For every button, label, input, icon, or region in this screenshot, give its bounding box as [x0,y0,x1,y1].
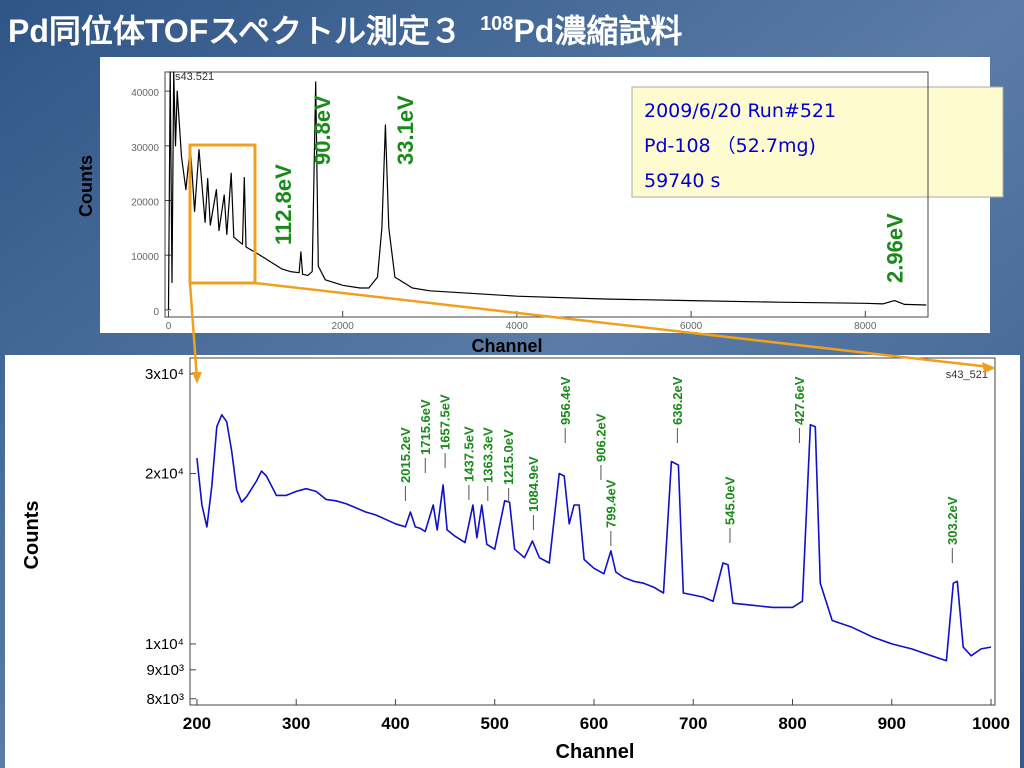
y-tick-label: 10000 [131,252,159,263]
peak-annotation: 1363.3eV [480,427,495,483]
info-text: 2009/6/20 Run#521 [644,100,836,122]
info-text: 59740 s [644,170,720,192]
zoom-box [188,143,257,285]
y-tick-label: 8x10³ [146,691,184,708]
y-tick-label: 40000 [131,88,159,99]
x-tick-label: 800 [778,714,806,733]
zoom-connector [188,282,199,381]
title-part: Pd濃縮試料 [513,13,682,49]
panel-zoom [5,355,1020,768]
peak-annotation: 799.4eV [603,479,618,528]
spectrum-line [196,414,992,662]
zoom-connector [254,281,991,369]
x-tick-label: 500 [481,714,509,733]
run-tag: s43.521 [175,71,214,83]
peak-annotation: 427.6eV [792,376,807,425]
spectrum-line [167,71,927,310]
y-tick-label: 2x10⁴ [145,466,184,483]
x-axis-label: Channel [556,741,635,763]
x-tick-label: 600 [580,714,608,733]
peak-annotation: 2.96eV [883,213,908,283]
peak-annotation: 1437.5eV [461,426,476,482]
y-tick-label: 30000 [131,143,159,154]
plot-frame [189,357,996,706]
x-axis-label: Channel [471,336,542,356]
x-tick-label: 4000 [506,321,529,332]
x-tick-label: 700 [679,714,707,733]
peak-annotation: 1084.9eV [526,456,541,512]
x-tick-label: 200 [183,714,211,733]
title-part: Pd同位体TOFスペクトル測定３ [8,13,462,49]
zoom-arrowhead [192,372,202,384]
peak-annotation: 33.1eV [393,95,418,165]
x-tick-label: 6000 [680,321,703,332]
x-tick-label: 8000 [854,321,877,332]
peak-annotation: 1715.6eV [418,399,433,455]
x-tick-label: 2000 [332,321,355,332]
peak-annotation: 112.8eV [271,164,296,245]
peak-annotation: 1657.5eV [438,394,453,450]
y-axis-label: Counts [76,155,96,217]
peak-annotation: 545.0eV [723,476,738,525]
slide-title: Pd同位体TOFスペクトル測定３ 108Pd濃縮試料 [8,13,682,49]
peak-annotation: 956.4eV [558,376,573,425]
y-tick-label: 0 [153,307,159,318]
run-tag: s43_521 [946,369,988,381]
y-axis-label: Counts [21,501,43,570]
peak-annotation: 303.2eV [945,496,960,545]
x-tick-label: 0 [166,321,172,332]
x-tick-label: 1000 [972,714,1010,733]
peak-annotation: 2015.2eV [398,427,413,483]
peak-annotation: 636.2eV [670,376,685,425]
x-tick-label: 900 [878,714,906,733]
y-tick-label: 3x10⁴ [145,366,184,383]
peak-annotation: 90.8eV [310,95,335,165]
title-superscript: 108 [480,13,513,35]
peak-annotation: 1215.0eV [501,429,516,485]
x-tick-label: 300 [282,714,310,733]
zoom-arrowhead [982,362,996,373]
y-tick-label: 1x10⁴ [145,636,184,653]
info-text: Pd-108 （52.7mg) [644,135,816,157]
y-tick-label: 20000 [131,198,159,209]
info-box [631,86,1004,198]
y-tick-label: 9x10³ [146,662,184,679]
x-tick-label: 400 [381,714,409,733]
peak-annotation: 906.2eV [593,413,608,462]
